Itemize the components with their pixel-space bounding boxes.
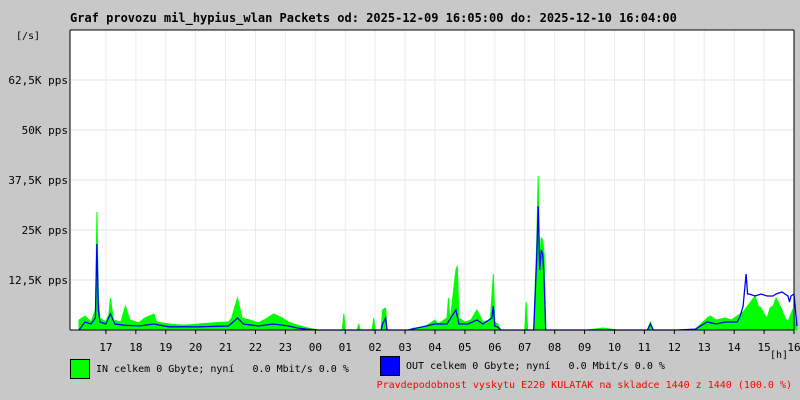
legend-out: OUT celkem 0 Gbyte; nyní 0.0 Mbit/s 0.0 … xyxy=(380,355,665,377)
y-tick-label: 12,5K pps xyxy=(8,274,68,287)
x-tick-label: 12 xyxy=(668,341,681,354)
x-tick-label: 13 xyxy=(698,341,711,354)
x-tick-label: 10 xyxy=(608,341,621,354)
x-tick-label: 01 xyxy=(339,341,352,354)
y-tick-label: 25K pps xyxy=(22,224,68,237)
x-tick-label: 22 xyxy=(249,341,262,354)
x-tick-label: 04 xyxy=(428,341,442,354)
y-tick-label: 50K pps xyxy=(22,124,68,137)
x-tick-label: 15 xyxy=(757,341,770,354)
legend-in: IN celkem 0 Gbyte; nyní 0.0 Mbit/s 0.0 % xyxy=(70,358,349,380)
x-tick-label: 21 xyxy=(219,341,232,354)
x-tick-label: 19 xyxy=(159,341,172,354)
probability-note: Pravdepodobnost vyskytu E220 KULATAK na … xyxy=(376,380,792,391)
legend-in-label: IN celkem 0 Gbyte; nyní 0.0 Mbit/s 0.0 % xyxy=(96,363,349,375)
series-in-area xyxy=(78,175,798,331)
x-tick-label: 18 xyxy=(129,341,142,354)
y-tick-label: 62,5K pps xyxy=(8,74,68,87)
legend-out-label: OUT celkem 0 Gbyte; nyní 0.0 Mbit/s 0.0 … xyxy=(406,360,665,372)
x-tick-label: 11 xyxy=(638,341,651,354)
y-tick-label: 37,5K pps xyxy=(8,174,68,187)
legend-in-swatch xyxy=(70,359,90,379)
x-tick-label: 07 xyxy=(518,341,531,354)
series-out-line xyxy=(78,205,798,331)
x-tick-label: 23 xyxy=(279,341,292,354)
x-unit-label: [h] xyxy=(770,350,789,361)
x-tick-label: 16 xyxy=(787,341,800,354)
x-tick-label: 05 xyxy=(458,341,471,354)
x-tick-label: 17 xyxy=(99,341,112,354)
chart-title: Graf provozu mil_hypius_wlan Packets od:… xyxy=(70,11,677,25)
x-tick-label: 06 xyxy=(488,341,501,354)
x-tick-label: 03 xyxy=(398,341,411,354)
x-tick-label: 00 xyxy=(309,341,322,354)
x-tick-label: 14 xyxy=(728,341,742,354)
x-tick-label: 02 xyxy=(369,341,382,354)
y-unit-label: [/s] xyxy=(16,31,41,42)
x-tick-label: 20 xyxy=(189,341,202,354)
legend-out-swatch xyxy=(380,356,400,376)
x-tick-label: 09 xyxy=(578,341,591,354)
x-tick-label: 08 xyxy=(548,341,561,354)
